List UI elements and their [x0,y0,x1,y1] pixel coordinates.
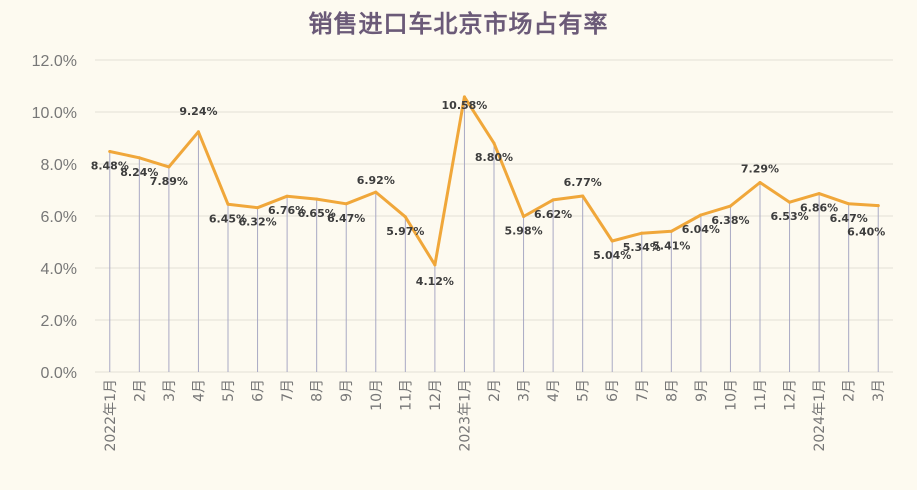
data-label: 5.98% [504,225,542,238]
data-label: 8.80% [475,151,513,164]
x-tick-label: 12月 [783,379,799,411]
data-point [403,215,407,219]
data-point [285,194,289,198]
x-tick-label: 10月 [723,379,739,411]
x-tick-label: 4月 [546,379,562,402]
x-tick-label: 6月 [251,379,267,402]
data-point [226,202,230,206]
data-label: 7.89% [150,175,188,188]
data-point [256,206,260,210]
data-point [699,213,703,217]
x-tick-label: 11月 [398,379,414,411]
x-tick-label: 5月 [221,379,237,402]
x-tick-label: 5月 [576,379,592,402]
data-label: 6.45% [209,212,247,225]
data-label: 4.12% [416,275,454,288]
data-point [462,95,466,99]
data-label: 6.40% [847,226,885,239]
x-tick-label: 2月 [132,379,148,402]
data-label: 6.38% [711,214,749,227]
data-point [640,231,644,235]
data-point [433,263,437,267]
y-tick-label: 2.0% [41,313,77,330]
data-label: 6.04% [682,223,720,236]
data-label: 6.77% [564,176,602,189]
data-label: 6.76% [268,204,306,217]
data-point [817,192,821,196]
data-label: 6.47% [830,212,868,225]
data-point [492,141,496,145]
data-label: 7.29% [741,162,779,175]
x-tick-label: 3月 [162,379,178,402]
data-label: 9.24% [179,105,217,118]
x-tick-label: 9月 [339,379,355,402]
data-label: 10.58% [442,99,488,112]
data-label: 5.04% [593,249,631,262]
x-tick-label: 9月 [694,379,710,402]
data-label: 6.32% [238,216,276,229]
data-label: 6.65% [298,207,336,220]
y-tick-label: 0.0% [41,365,77,382]
x-tick-label: 4月 [191,379,207,402]
data-point [669,229,673,233]
x-tick-label: 2月 [487,379,503,402]
data-point [344,202,348,206]
data-point [522,215,526,219]
data-point [610,239,614,243]
data-point [728,204,732,208]
x-tick-label: 3月 [871,379,887,402]
data-label: 5.41% [652,239,690,252]
x-tick-label: 8月 [664,379,680,402]
data-label: 6.53% [770,210,808,223]
x-tick-label: 8月 [310,379,326,402]
x-tick-label: 3月 [517,379,533,402]
y-tick-label: 8.0% [41,157,77,174]
data-label: 8.48% [91,160,129,173]
y-tick-label: 12.0% [32,53,77,70]
data-point [196,130,200,134]
chart-title: 销售进口车北京市场占有率 [308,10,609,38]
x-tick-label: 12月 [428,379,444,411]
y-tick-label: 10.0% [32,105,77,122]
data-label: 6.86% [800,202,838,215]
x-tick-label: 2024年1月 [812,379,828,452]
data-point [758,180,762,184]
data-label: 5.34% [623,241,661,254]
data-point [876,204,880,208]
x-tick-label: 7月 [635,379,651,402]
data-label: 6.47% [327,212,365,225]
x-tick-label: 2022年1月 [103,379,119,452]
data-point [847,202,851,206]
x-tick-label: 2月 [842,379,858,402]
y-tick-label: 6.0% [41,209,77,226]
x-tick-label: 10月 [369,379,385,411]
data-point [315,197,319,201]
data-point [137,156,141,160]
y-tick-label: 4.0% [41,261,77,278]
data-label: 8.24% [120,166,158,179]
data-label: 6.62% [534,208,572,221]
x-tick-label: 7月 [280,379,296,402]
data-point [108,150,112,154]
data-point [167,165,171,169]
data-point [551,198,555,202]
data-label: 6.92% [357,174,395,187]
data-label: 5.97% [386,225,424,238]
data-point [581,194,585,198]
data-point [374,190,378,194]
x-tick-label: 6月 [605,379,621,402]
x-tick-label: 11月 [753,379,769,411]
data-point [788,200,792,204]
x-tick-label: 2023年1月 [457,379,473,452]
